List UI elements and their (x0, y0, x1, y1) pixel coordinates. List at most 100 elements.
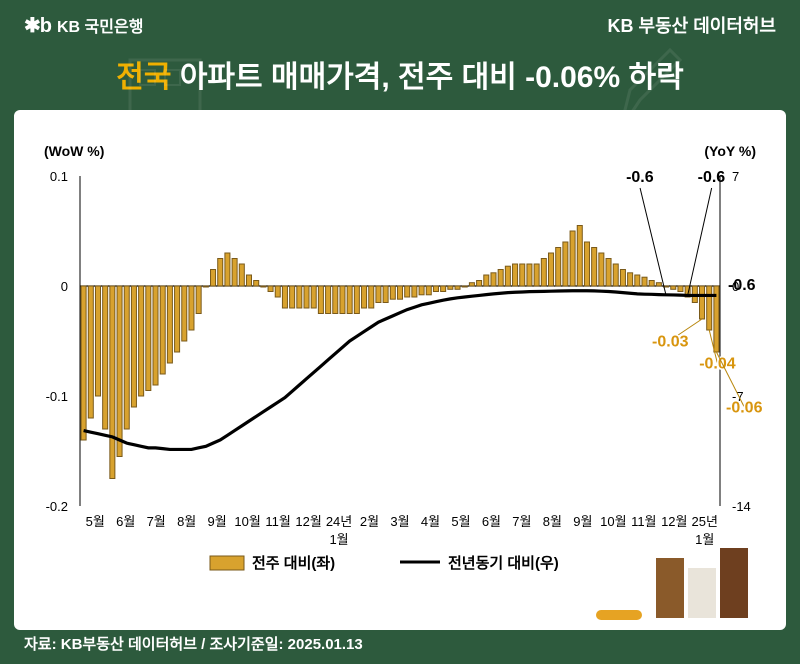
wow-bar (131, 286, 136, 407)
anno-yoy: -0.6 (626, 169, 654, 186)
wow-bar (462, 286, 467, 287)
source-footer: 자료: KB부동산 데이터허브 / 조사기준일: 2025.01.13 (24, 633, 363, 654)
x-label: 6월 (482, 514, 501, 529)
x-label: 8월 (177, 514, 196, 529)
wow-bar (189, 286, 194, 330)
deco-bar (656, 558, 684, 618)
wow-bar (613, 264, 618, 286)
wow-bar (599, 253, 604, 286)
wow-bar (390, 286, 395, 299)
legend-line-label: 전년동기 대비(우) (448, 555, 559, 572)
wow-bar (275, 286, 280, 297)
left-axis-label: (WoW %) (44, 143, 104, 159)
wow-bar (318, 286, 323, 314)
x-label: 12월 (661, 514, 687, 529)
wow-bar (635, 275, 640, 286)
anno-yoy: -0.6 (698, 169, 726, 186)
x-label: 9월 (573, 514, 592, 529)
wow-bar (678, 286, 683, 292)
bank-name: KB 국민은행 (57, 13, 143, 37)
x-label: 10월 (600, 514, 626, 529)
wow-bar (556, 248, 561, 287)
wow-bar (541, 259, 546, 287)
wow-bar (347, 286, 352, 314)
wow-bar (570, 231, 575, 286)
wow-bar (548, 253, 553, 286)
x-label: 5월 (86, 514, 105, 529)
wow-bar (268, 286, 273, 292)
wow-bar (362, 286, 367, 308)
wow-bar (88, 286, 93, 418)
anno-wow: -0.06 (726, 400, 763, 417)
wow-bar (196, 286, 201, 314)
wow-bar (304, 286, 309, 308)
wow-bar (117, 286, 122, 457)
wow-bar (649, 281, 654, 287)
left-tick: -0.2 (46, 499, 68, 514)
wow-bar (203, 286, 208, 287)
wow-bar (239, 264, 244, 286)
x-label: 11월 (265, 514, 290, 529)
wow-bar (505, 266, 510, 286)
wow-bar (448, 286, 453, 289)
wow-bar (656, 283, 661, 286)
x-label: 11월 (631, 514, 656, 529)
wow-bar (369, 286, 374, 308)
anno-lead (688, 188, 712, 295)
wow-bar (441, 286, 446, 292)
wow-bar (246, 275, 251, 286)
anno-wow: -0.04 (699, 356, 736, 373)
wow-bar (218, 259, 223, 287)
wow-bar (333, 286, 338, 314)
wow-bar (290, 286, 295, 308)
wow-bar (326, 286, 331, 314)
x-label: 7월 (147, 514, 166, 529)
wow-bar (563, 242, 568, 286)
wow-bar (577, 226, 582, 287)
wow-bar (469, 283, 474, 286)
x-label: 12월 (295, 514, 321, 529)
wow-bar (671, 286, 676, 289)
deco-bar (688, 568, 716, 618)
wow-bar (620, 270, 625, 287)
x-label: 2월 (360, 514, 379, 529)
wow-bar (520, 264, 525, 286)
title-highlight: 전국 (116, 61, 171, 94)
left-tick: 0 (61, 279, 68, 294)
x-label: 7월 (512, 514, 531, 529)
anno-wow: -0.03 (652, 334, 689, 351)
deco-pill (596, 610, 642, 620)
wow-bar (419, 286, 424, 295)
wow-bar (160, 286, 165, 374)
combo-chart: (WoW %)(YoY %)0.10-0.1-0.270-7-145월6월7월8… (24, 128, 776, 628)
wow-bar (383, 286, 388, 303)
wow-bar (261, 286, 266, 287)
right-tick: -14 (732, 499, 751, 514)
wow-bar (628, 273, 633, 286)
x-label-sub: 1월 (329, 532, 348, 547)
wow-bar (527, 264, 532, 286)
wow-bar (642, 277, 647, 286)
wow-bar (153, 286, 158, 385)
bank-logo: ✱b KB 국민은행 (24, 13, 143, 38)
left-tick: -0.1 (46, 389, 68, 404)
header: ✱b KB 국민은행 KB 부동산 데이터허브 (0, 0, 800, 46)
wow-bar (211, 270, 216, 287)
wow-bar (397, 286, 402, 299)
logo-mark-icon: ✱b (24, 13, 51, 38)
wow-bar (103, 286, 108, 429)
wow-bar (282, 286, 287, 308)
wow-bar (707, 286, 712, 330)
wow-bar (146, 286, 151, 391)
x-label: 10월 (234, 514, 260, 529)
wow-bar (700, 286, 705, 319)
wow-bar (433, 286, 438, 292)
datahub-label: KB 부동산 데이터허브 (608, 12, 776, 38)
wow-bar (297, 286, 302, 308)
wow-bar (340, 286, 345, 314)
wow-bar (484, 275, 489, 286)
wow-bar (232, 259, 237, 287)
left-tick: 0.1 (50, 169, 68, 184)
page-title: 전국 아파트 매매가격, 전주 대비 -0.06% 하락 (0, 52, 800, 96)
anno-yoy: -0.6 (728, 277, 756, 294)
